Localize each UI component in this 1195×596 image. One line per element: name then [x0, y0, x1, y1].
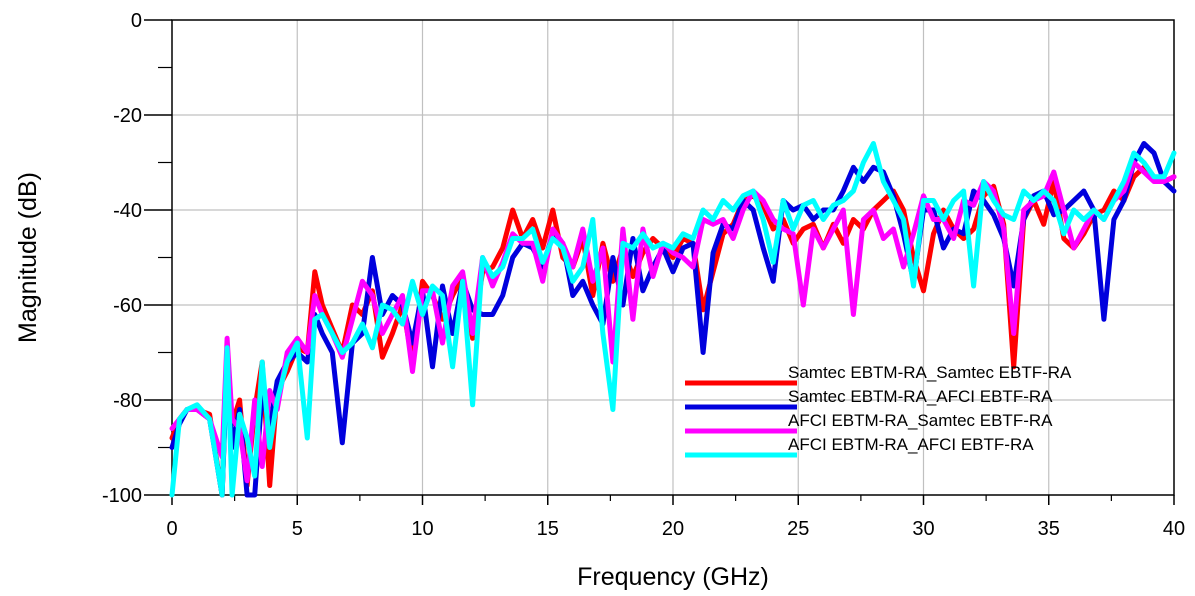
x-axis-title: Frequency (GHz)	[577, 563, 769, 591]
x-tick-label: 30	[912, 518, 934, 540]
x-tick-label: 10	[411, 518, 433, 540]
series-line-4	[169, 141, 1177, 498]
x-tick-label: 5	[292, 518, 303, 540]
legend-label-2: Samtec EBTM-RA_AFCI EBTF-RA	[788, 387, 1053, 406]
y-tick-label: 0	[131, 10, 142, 32]
y-tick-label: -40	[113, 200, 142, 222]
y-tick-label: -20	[113, 105, 142, 127]
series-lines	[169, 141, 1177, 498]
legend: Samtec EBTM-RA_Samtec EBTF-RA Samtec EBTM…	[685, 363, 1072, 458]
y-axis-title: Magnitude (dB)	[14, 172, 42, 343]
legend-label-4: AFCI EBTM-RA_AFCI EBTF-RA	[788, 435, 1034, 454]
y-tick-label: -60	[113, 295, 142, 317]
x-tick-label: 15	[537, 518, 559, 540]
x-tick-label: 20	[662, 518, 684, 540]
series-line-3	[169, 160, 1177, 484]
axis-ticks: 0 5 10 15 20 25 30 35 40 0 -20 -40 -60 -80 -100	[102, 10, 1185, 540]
x-tick-label: 35	[1038, 518, 1060, 540]
x-tick-label: 0	[166, 518, 177, 540]
y-tick-label: -100	[102, 485, 142, 507]
y-tick-label: -80	[113, 390, 142, 412]
legend-label-1: Samtec EBTM-RA_Samtec EBTF-RA	[788, 363, 1072, 382]
legend-label-3: AFCI EBTM-RA_Samtec EBTF-RA	[788, 411, 1053, 430]
x-tick-label: 40	[1163, 518, 1185, 540]
x-tick-label: 25	[787, 518, 809, 540]
